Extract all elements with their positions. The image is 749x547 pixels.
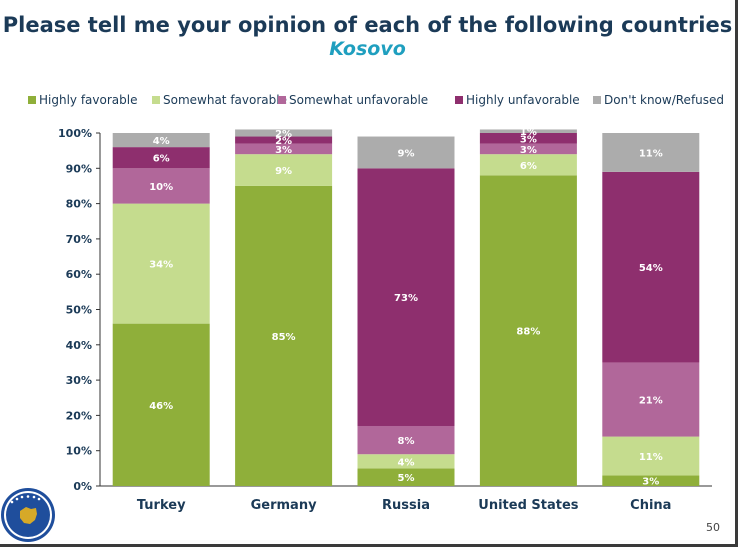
data-label: 34%	[149, 260, 173, 271]
bar-segment	[112, 323, 210, 486]
legend-item: Don't know/Refused	[593, 93, 724, 107]
data-label: 8%	[398, 436, 415, 447]
legend-swatch	[152, 96, 160, 104]
bar-segment	[479, 129, 577, 133]
bar-segment	[112, 147, 210, 169]
bar-segment	[479, 154, 577, 176]
stacked-bar-chart: 0% 10% 20% 30% 40% 50% 60% 70% 80% 90% 100% 46% 34% 1…	[58, 127, 712, 513]
y-tick-label: 60%	[66, 268, 92, 281]
bar-segment	[479, 143, 577, 155]
category-label: China	[630, 498, 671, 513]
legend-label: Somewhat unfavorable	[289, 93, 429, 107]
data-label: 10%	[149, 182, 173, 193]
y-tick-label: 90%	[66, 162, 92, 175]
bar-segment	[357, 468, 455, 486]
y-tick-label: 0%	[73, 480, 92, 493]
data-label: 9%	[275, 166, 292, 177]
legend-label: Somewhat favorable	[163, 93, 287, 107]
chart-subtitle: Kosovo	[329, 38, 406, 60]
bar-segment	[235, 129, 333, 137]
bar-segment	[112, 133, 210, 148]
bar-segment	[602, 171, 700, 363]
bar-segment	[602, 362, 700, 437]
bar-segment	[357, 425, 455, 455]
legend-item: Somewhat favorable	[152, 93, 287, 107]
data-label: 3%	[275, 145, 292, 156]
data-label: 6%	[520, 161, 537, 172]
y-tick-label: 100%	[58, 127, 92, 140]
kosovo-emblem-logo	[1, 488, 55, 542]
bar-segment	[479, 133, 577, 144]
legend-label: Highly unfavorable	[466, 93, 580, 107]
y-tick-label: 40%	[66, 339, 92, 352]
data-label: 85%	[272, 332, 296, 343]
data-label: 54%	[639, 263, 663, 274]
legend-swatch	[28, 96, 36, 104]
data-label: 2%	[275, 136, 292, 147]
bar-segment	[602, 133, 700, 172]
bar-segment	[357, 136, 455, 169]
y-tick-label: 20%	[66, 409, 92, 422]
data-label: 5%	[398, 473, 415, 484]
bar-segment	[357, 454, 455, 469]
data-label: 21%	[639, 396, 663, 407]
bar-segment	[235, 143, 333, 155]
data-label: 4%	[153, 136, 170, 147]
data-label: 88%	[516, 327, 540, 338]
category-label: Germany	[251, 498, 317, 513]
category-label: United States	[478, 498, 579, 513]
legend-swatch	[593, 96, 601, 104]
legend-label: Highly favorable	[39, 93, 138, 107]
category-label: Turkey	[137, 498, 186, 513]
bar-segment	[479, 175, 577, 487]
bar-segment	[357, 168, 455, 426]
legend-item: Somewhat unfavorable	[278, 93, 428, 107]
y-tick-label: 30%	[66, 374, 92, 387]
legend-item: Highly favorable	[28, 93, 137, 107]
slide: Please tell me your opinion of each of t…	[1, 13, 733, 542]
y-tick-label: 50%	[66, 304, 92, 317]
page-number: 50	[706, 521, 720, 534]
bar-segment	[602, 475, 700, 486]
data-label: 3%	[520, 145, 537, 156]
y-tick-label: 80%	[66, 198, 92, 211]
data-label: 2%	[275, 129, 292, 140]
bar-segment	[602, 436, 700, 476]
data-label: 6%	[153, 154, 170, 165]
legend-swatch	[278, 96, 286, 104]
data-label: 1%	[520, 127, 537, 138]
slide-edge-right	[735, 0, 738, 547]
bar-segment	[235, 154, 333, 186]
bar-segment	[235, 136, 333, 144]
bar-segment	[112, 168, 210, 204]
data-label: 9%	[398, 148, 415, 159]
chart-title: Please tell me your opinion of each of t…	[2, 13, 733, 37]
data-label: 3%	[520, 134, 537, 145]
y-tick-label: 10%	[66, 445, 92, 458]
bar-segment	[235, 185, 333, 486]
data-label: 11%	[639, 148, 663, 159]
data-label: 3%	[642, 477, 659, 488]
data-label: 11%	[639, 452, 663, 463]
chart-legend: Highly favorable Somewhat favorable Somewh…	[28, 93, 733, 111]
slide-edge-bottom	[0, 544, 738, 547]
legend-swatch	[455, 96, 463, 104]
legend-label: Don't know/Refused	[604, 93, 725, 107]
bar-segment	[112, 203, 210, 324]
y-tick-label: 70%	[66, 233, 92, 246]
category-label: Russia	[382, 498, 430, 513]
data-label: 4%	[398, 457, 415, 468]
data-label: 46%	[149, 401, 173, 412]
legend-item: Highly unfavorable	[455, 93, 580, 107]
data-label: 73%	[394, 293, 418, 304]
